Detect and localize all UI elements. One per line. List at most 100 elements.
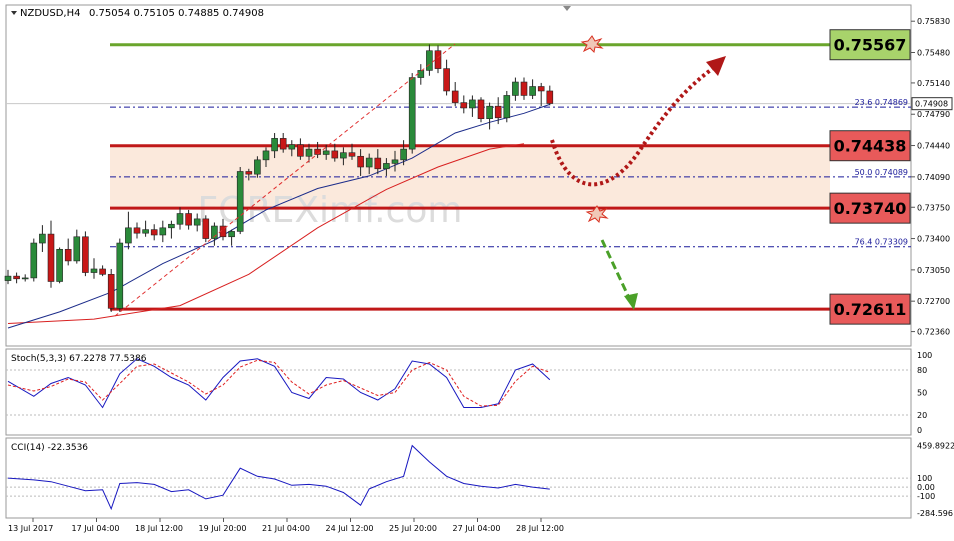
cci-tick-label: 100 (917, 474, 932, 483)
stoch-signal-line (7, 359, 550, 407)
bullish-candle (288, 144, 296, 150)
ema-slow-line (7, 143, 525, 324)
fibonacci-label: 76.4 0.73309 (855, 238, 908, 247)
dropdown-arrow-icon[interactable] (11, 11, 17, 15)
bearish-candle (434, 50, 442, 69)
resistance-burst-icon (580, 35, 604, 54)
bearish-candle (13, 275, 20, 280)
fibonacci-label: 23.6 0.74869 (855, 98, 908, 107)
bearish-candle (520, 81, 528, 96)
stoch-main-line (7, 358, 551, 409)
price-tick-label: 0.73750 (917, 203, 950, 212)
bullish-candle (529, 86, 536, 96)
fibonacci-label: 50.0 0.74089 (855, 168, 908, 177)
time-tick-label: 17 Jul 04:00 (72, 524, 120, 533)
support-burst-icon (585, 205, 609, 224)
price-tick-label: 0.75830 (917, 17, 950, 26)
time-tick-label: 19 Jul 20:00 (199, 524, 247, 533)
level-price-label: 0.75567 (834, 36, 907, 55)
bullish-candle (305, 148, 313, 157)
stoch-tick-label: 50 (917, 389, 927, 398)
bearish-arrowhead (624, 293, 638, 310)
price-tick-label: 0.75140 (917, 79, 950, 88)
bearish-candle (546, 90, 554, 104)
bullish-candle (39, 233, 46, 244)
bullish-candle (408, 77, 416, 150)
price-tick-label: 0.74790 (917, 110, 950, 119)
bearish-candle (357, 155, 364, 168)
cci-tick-label: -284.596 (917, 509, 953, 518)
symbol-label: NZDUSD,H4 (20, 8, 80, 19)
bearish-candle (443, 68, 450, 92)
bullish-candle (383, 163, 390, 170)
level-price-box (829, 130, 911, 162)
bullish-candle (125, 227, 132, 244)
bullish-candle (30, 242, 38, 279)
bearish-candle (99, 268, 106, 275)
bullish-candle (21, 277, 29, 280)
stochastic-panel (5, 348, 912, 436)
ohlc-label: 0.75054 0.75105 0.74885 0.74908 (89, 8, 264, 19)
bearish-candle (460, 102, 468, 109)
bearish-candle (202, 218, 210, 239)
price-tick-label: 0.75480 (917, 49, 950, 58)
bullish-candle (90, 268, 98, 273)
bearish-candle (245, 171, 253, 175)
stoch-tick-label: 20 (917, 411, 927, 420)
price-tick-label: 0.74440 (917, 142, 950, 151)
current-price-label: 0.74908 (915, 100, 948, 109)
bullish-candle (168, 223, 175, 229)
bearish-candle (494, 105, 502, 119)
cci-label: CCI(14) -22.3536 (11, 443, 88, 453)
level-price-label: 0.73740 (834, 199, 907, 218)
bearish-candle (64, 248, 72, 262)
bullish-candle (503, 95, 511, 119)
price-tick-label: 0.72360 (917, 328, 950, 337)
level-price-box (829, 293, 911, 325)
bullish-candle (4, 275, 12, 281)
price-tick-label: 0.72700 (917, 297, 950, 306)
bearish-candle (477, 99, 485, 120)
current-price-box (911, 97, 953, 111)
bullish-arrowhead (706, 56, 726, 76)
time-tick-label: 21 Jul 04:00 (262, 524, 310, 533)
bullish-candle (340, 152, 347, 159)
bullish-candle (262, 150, 270, 161)
time-tick-label: 25 Jul 20:00 (389, 524, 437, 533)
bullish-candle (322, 150, 330, 155)
bearish-candle (331, 150, 339, 159)
bullish-candle (254, 159, 261, 175)
bullish-candle (365, 157, 373, 168)
level-price-label: 0.74438 (834, 137, 907, 156)
time-tick-label: 18 Jul 12:00 (135, 524, 183, 533)
cci-tick-label: -100 (917, 492, 935, 501)
trend-projection-line (114, 43, 456, 317)
bullish-candle (159, 227, 167, 236)
bullish-candle (73, 236, 81, 262)
bearish-candle (451, 90, 459, 103)
bullish-candle (486, 105, 493, 120)
cci-tick-label: 0.00 (917, 483, 935, 492)
time-tick-label: 24 Jul 12:00 (326, 524, 374, 533)
price-tick-label: 0.74090 (917, 173, 950, 182)
bullish-candle (56, 248, 63, 282)
time-tick-label: 13 Jul 2017 (8, 524, 53, 533)
level-price-label: 0.72611 (834, 300, 907, 319)
stoch-tick-label: 0 (917, 426, 922, 435)
bullish-candle (142, 229, 149, 234)
cci-tick-label: 459.8922 (917, 442, 954, 451)
bullish-candle (271, 138, 278, 152)
level-price-box (829, 29, 911, 61)
bearish-candle (82, 236, 89, 273)
bearish-candle (348, 152, 356, 157)
bullish-candle (176, 213, 184, 225)
bullish-candle (426, 50, 433, 71)
scroll-marker-icon[interactable] (563, 6, 571, 11)
bearish-candle (47, 233, 55, 282)
bullish-candle (236, 171, 244, 232)
bullish-candle (193, 218, 201, 226)
bearish-candle (279, 138, 287, 150)
stoch-label: Stoch(5,3,3) 67.2278 77.5386 (11, 354, 147, 364)
level-price-box (829, 192, 911, 224)
